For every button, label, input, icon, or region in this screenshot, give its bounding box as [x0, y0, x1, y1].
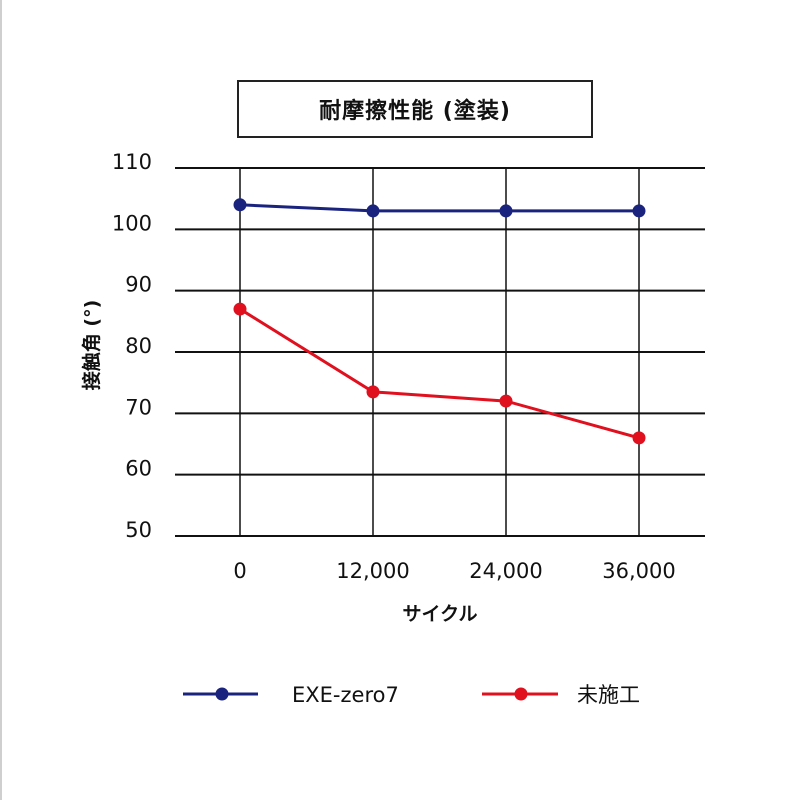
legend-label: 未施工 [577, 683, 640, 707]
x-tick-label: 0 [233, 559, 246, 583]
data-point [233, 302, 247, 316]
series-layer [233, 198, 646, 445]
data-point [233, 198, 247, 212]
x-tick-label: 36,000 [602, 559, 675, 583]
legend-swatch-marker [215, 687, 229, 701]
y-tick-label: 100 [112, 211, 152, 235]
chart-title: 耐摩擦性能 (塗装) [237, 80, 593, 138]
data-point [632, 204, 646, 218]
y-tick-label: 50 [125, 518, 152, 542]
series-line-2 [239, 307, 640, 440]
y-axis-label: 接触角 (°) [80, 300, 103, 390]
data-point [632, 431, 646, 445]
data-point [366, 385, 380, 399]
data-point [499, 394, 513, 408]
y-tick-label: 70 [125, 395, 152, 419]
x-axis-label: サイクル [402, 603, 477, 625]
data-point [366, 204, 380, 218]
left-edge-line [0, 0, 2, 800]
x-tick-labels: 0 12,000 24,000 36,000 [233, 559, 675, 583]
y-tick-label: 110 [112, 150, 152, 174]
grid-layer [175, 167, 705, 537]
series-line-1 [239, 203, 639, 213]
legend-label: EXE-zero7 [292, 683, 399, 707]
y-tick-label: 60 [125, 457, 152, 481]
x-tick-label: 12,000 [336, 559, 409, 583]
y-tick-label: 90 [125, 273, 152, 297]
data-point [499, 204, 513, 218]
legend: EXE-zero7 未施工 [183, 683, 640, 707]
x-tick-label: 24,000 [469, 559, 542, 583]
y-tick-label: 80 [125, 334, 152, 358]
y-tick-labels: 110 100 90 80 70 60 50 [112, 150, 152, 542]
legend-swatch-marker [514, 687, 528, 701]
